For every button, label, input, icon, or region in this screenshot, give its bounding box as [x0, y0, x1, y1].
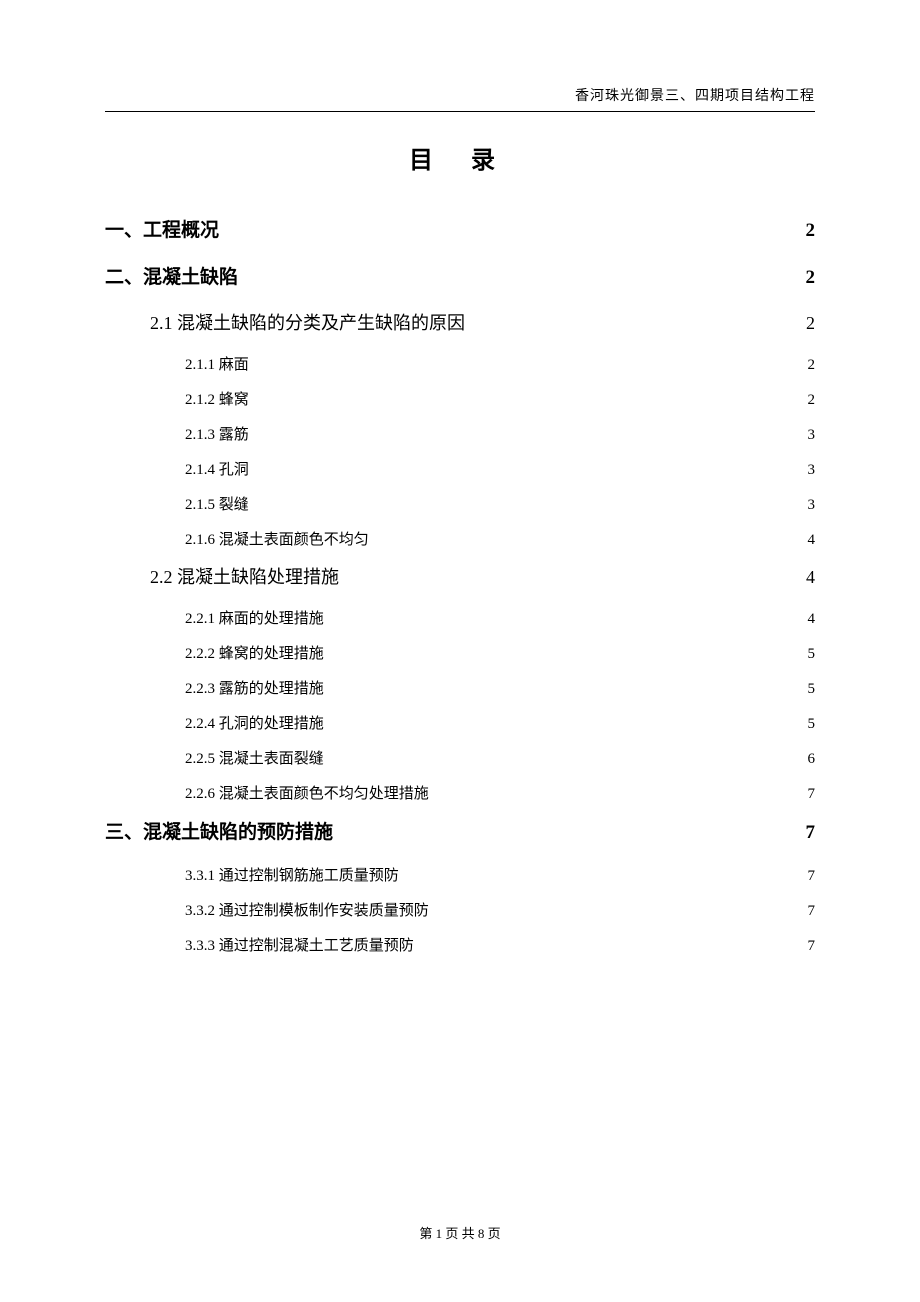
- toc-entry-label: 二、混凝土缺陷: [105, 262, 238, 289]
- toc-entry-page: 2: [806, 313, 815, 334]
- toc-entry-label: 一、工程概况: [105, 215, 219, 242]
- toc-entry: 2.2.1 麻面的处理措施 4: [105, 607, 815, 628]
- toc-entry-label: 三、混凝土缺陷的预防措施: [105, 817, 333, 844]
- toc-entry-page: 6: [808, 751, 816, 768]
- toc-entry: 2.1.2 蜂窝 2: [105, 388, 815, 409]
- toc-entry-label: 2.2.1 麻面的处理措施: [185, 607, 324, 628]
- toc-entry-label: 2.1.4 孔洞: [185, 458, 249, 479]
- toc-entry: 2.2.2 蜂窝的处理措施 5: [105, 642, 815, 663]
- toc-entry: 2.1.3 露筋 3: [105, 423, 815, 444]
- toc-entry-page: 7: [808, 786, 816, 803]
- toc-entry: 三、混凝土缺陷的预防措施 7: [105, 817, 815, 844]
- toc-entry: 3.3.3 通过控制混凝土工艺质量预防 7: [105, 934, 815, 955]
- toc-entry-page: 2: [808, 392, 816, 409]
- toc-entry-label: 2.1.1 麻面: [185, 353, 249, 374]
- toc-entry-page: 7: [808, 903, 816, 920]
- toc-entry-page: 2: [808, 357, 816, 374]
- page-header: 香河珠光御景三、四期项目结构工程: [105, 85, 815, 112]
- toc-entry-page: 2: [806, 220, 816, 242]
- toc-container: 一、工程概况2二、混凝土缺陷22.1 混凝土缺陷的分类及产生缺陷的原因22.1.…: [105, 215, 815, 955]
- toc-entry-page: 4: [808, 532, 816, 549]
- toc-entry-label: 2.2.2 蜂窝的处理措施: [185, 642, 324, 663]
- toc-title: 目 录: [105, 140, 815, 175]
- toc-entry-page: 4: [806, 567, 815, 588]
- toc-entry-page: 7: [806, 822, 816, 844]
- toc-entry-page: 3: [808, 427, 816, 444]
- toc-entry-label: 3.3.3 通过控制混凝土工艺质量预防: [185, 934, 414, 955]
- toc-entry-page: 4: [808, 611, 816, 628]
- toc-entry: 3.3.1 通过控制钢筋施工质量预防 7: [105, 864, 815, 885]
- toc-entry: 2.1.5 裂缝 3: [105, 493, 815, 514]
- toc-entry-label: 2.1.5 裂缝: [185, 493, 249, 514]
- toc-entry: 2.2 混凝土缺陷处理措施 4: [105, 563, 815, 589]
- toc-entry-label: 2.1.2 蜂窝: [185, 388, 249, 409]
- toc-entry: 2.1.1 麻面 2: [105, 353, 815, 374]
- toc-entry-page: 3: [808, 462, 816, 479]
- toc-entry-label: 3.3.2 通过控制模板制作安装质量预防: [185, 899, 429, 920]
- toc-entry: 一、工程概况 2: [105, 215, 815, 242]
- toc-entry-label: 2.2 混凝土缺陷处理措施: [150, 563, 339, 589]
- toc-entry: 2.2.4 孔洞的处理措施 5: [105, 712, 815, 733]
- toc-entry-label: 2.1 混凝土缺陷的分类及产生缺陷的原因: [150, 309, 465, 335]
- toc-entry-page: 2: [806, 267, 816, 289]
- toc-entry-page: 5: [808, 716, 816, 733]
- toc-entry: 二、混凝土缺陷 2: [105, 262, 815, 289]
- toc-entry: 2.2.6 混凝土表面颜色不均匀处理措施 7: [105, 782, 815, 803]
- toc-entry-label: 2.1.3 露筋: [185, 423, 249, 444]
- toc-entry-label: 3.3.1 通过控制钢筋施工质量预防: [185, 864, 399, 885]
- toc-entry: 3.3.2 通过控制模板制作安装质量预防 7: [105, 899, 815, 920]
- toc-entry: 2.2.5 混凝土表面裂缝 6: [105, 747, 815, 768]
- toc-entry: 2.1.4 孔洞 3: [105, 458, 815, 479]
- toc-entry-label: 2.2.3 露筋的处理措施: [185, 677, 324, 698]
- toc-entry-page: 5: [808, 681, 816, 698]
- header-text: 香河珠光御景三、四期项目结构工程: [575, 89, 815, 104]
- page-footer: 第 1 页 共 8 页: [0, 1223, 920, 1242]
- toc-entry-page: 5: [808, 646, 816, 663]
- toc-entry-page: 7: [808, 868, 816, 885]
- toc-entry: 2.2.3 露筋的处理措施 5: [105, 677, 815, 698]
- toc-entry-page: 3: [808, 497, 816, 514]
- toc-entry-label: 2.1.6 混凝土表面颜色不均匀: [185, 528, 369, 549]
- toc-entry-page: 7: [808, 938, 816, 955]
- toc-entry-label: 2.2.4 孔洞的处理措施: [185, 712, 324, 733]
- toc-entry-label: 2.2.5 混凝土表面裂缝: [185, 747, 324, 768]
- toc-entry-label: 2.2.6 混凝土表面颜色不均匀处理措施: [185, 782, 429, 803]
- toc-entry: 2.1.6 混凝土表面颜色不均匀 4: [105, 528, 815, 549]
- document-page: 香河珠光御景三、四期项目结构工程 目 录 一、工程概况2二、混凝土缺陷22.1 …: [0, 0, 920, 955]
- toc-entry: 2.1 混凝土缺陷的分类及产生缺陷的原因 2: [105, 309, 815, 335]
- footer-text: 第 1 页 共 8 页: [419, 1226, 500, 1241]
